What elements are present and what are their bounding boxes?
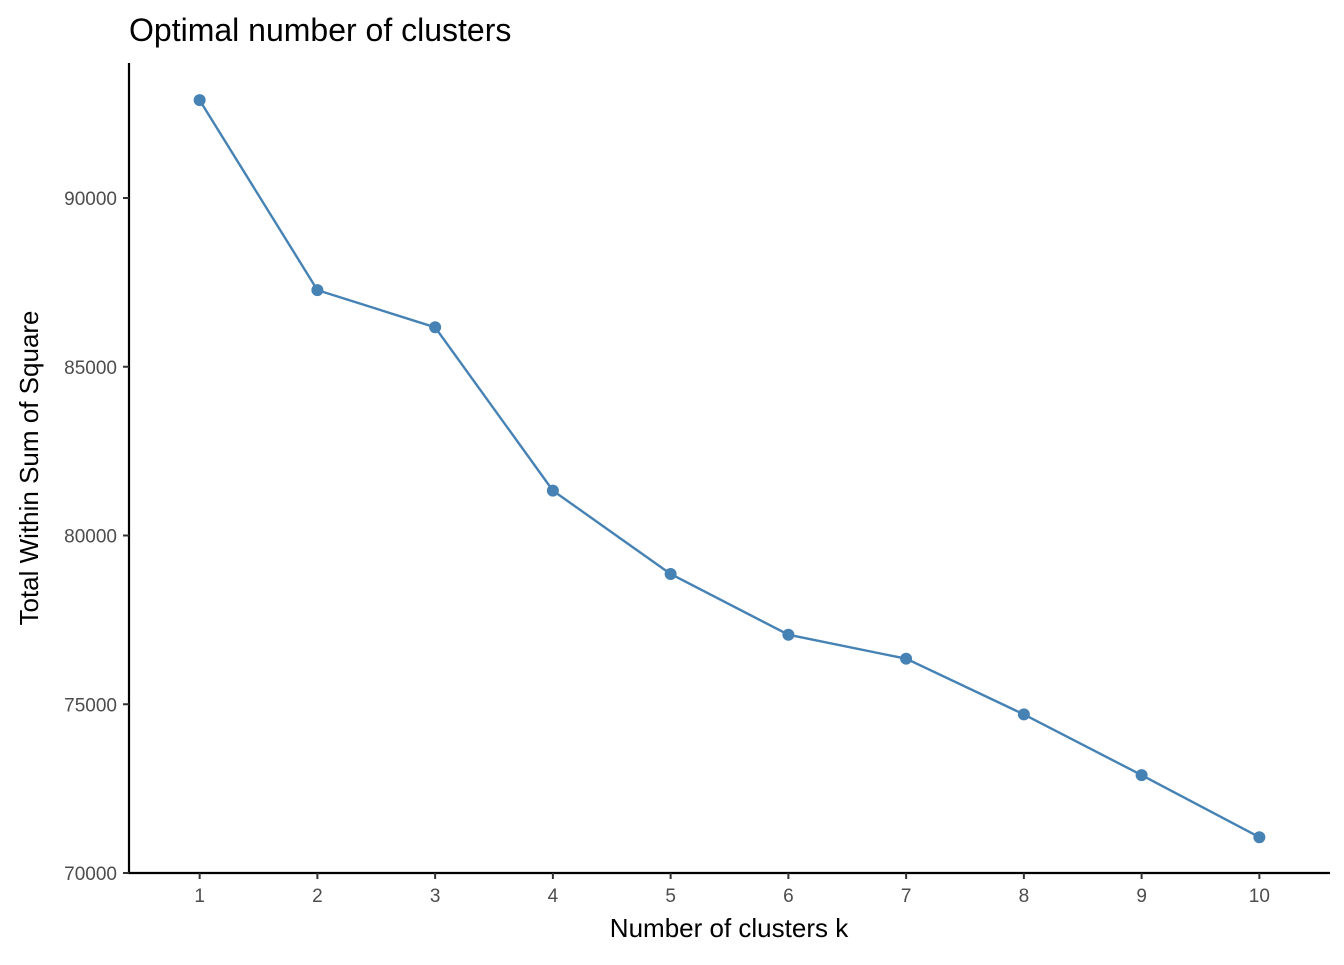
data-point (429, 321, 442, 334)
x-tick-label: 1 (194, 886, 205, 907)
plot-area: 70000 75000 80000 85000 90000 1 2 3 4 5 6 7 8 9 10 (64, 63, 1330, 907)
y-axis-title: Total Within Sum of Square (14, 310, 44, 625)
x-tick-label: 9 (1136, 886, 1147, 907)
y-tick-label: 85000 (64, 358, 117, 379)
x-tick-label: 3 (430, 886, 441, 907)
x-tick-label: 6 (783, 886, 794, 907)
x-tick-label: 5 (665, 886, 676, 907)
chart-title: Optimal number of clusters (129, 12, 511, 48)
y-tick-label: 80000 (64, 527, 117, 548)
data-point (782, 628, 795, 641)
data-point (1253, 831, 1266, 844)
y-tick-label: 75000 (64, 695, 117, 716)
y-tick-label: 70000 (64, 864, 117, 885)
x-tick-label: 7 (901, 886, 912, 907)
x-axis-title: Number of clusters k (610, 913, 849, 943)
series-line (198, 99, 1260, 839)
data-point (193, 94, 206, 107)
data-point (664, 567, 677, 580)
x-tick-label: 2 (312, 886, 323, 907)
data-point (311, 284, 324, 297)
data-point (1017, 708, 1030, 721)
x-tick-label: 10 (1249, 886, 1270, 907)
data-point (900, 652, 913, 665)
x-tick-label: 8 (1019, 886, 1030, 907)
data-point (1135, 769, 1148, 782)
data-point (546, 484, 559, 497)
y-tick-label: 90000 (64, 189, 117, 210)
x-tick-label: 4 (548, 886, 559, 907)
